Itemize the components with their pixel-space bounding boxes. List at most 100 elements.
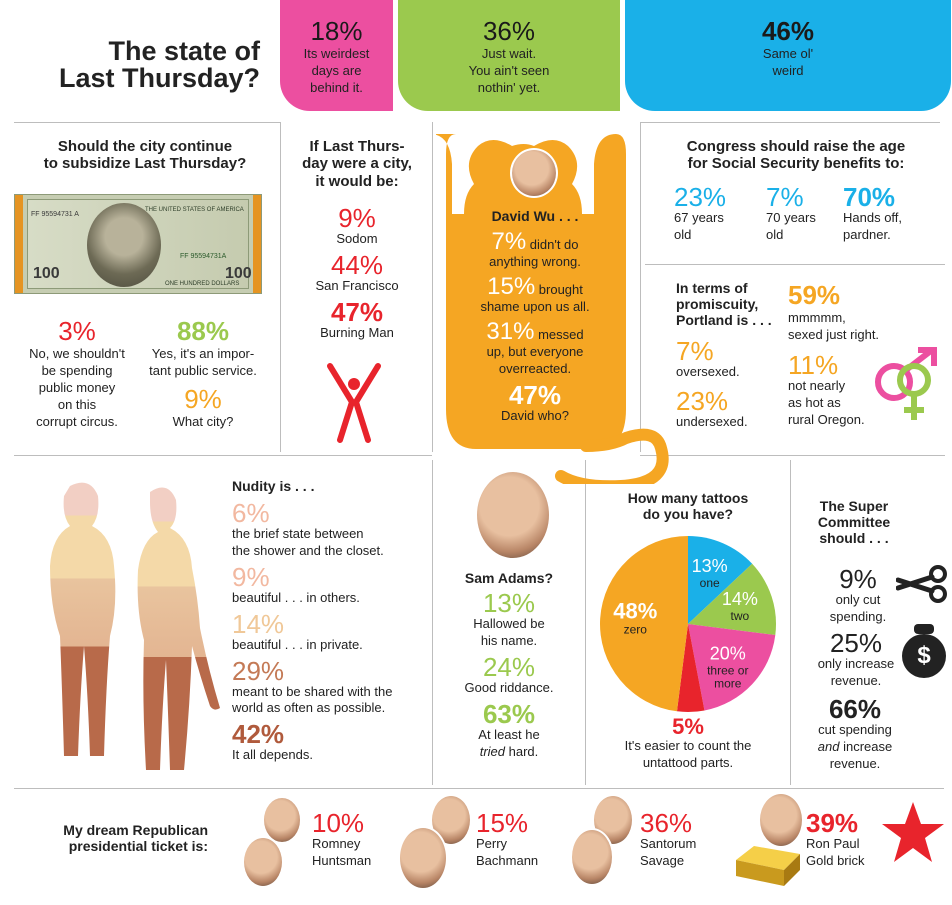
bill-denomination: 100 (225, 265, 252, 282)
bubble-pct: 18% (310, 16, 363, 46)
david-wu-photo (510, 148, 558, 198)
pie-pct-label-0: 13% (692, 556, 728, 576)
nudity-question: Nudity is . . . (232, 478, 315, 494)
pie-slice-0 (688, 536, 753, 624)
burning-man-icon (327, 363, 381, 443)
subsidize-question: Should the city continue to subsidize Las… (43, 138, 247, 173)
republican-answer-15: 15% Perry Bachmann (476, 808, 539, 868)
adams-pct-63: 63% (482, 698, 536, 729)
bubble-pct: 36% (482, 16, 536, 46)
pie-slice-2 (688, 624, 776, 711)
city-label-burning-man: Burning Man (320, 324, 394, 340)
subsidize-answer-88: 88% Yes, it's an impor-tant public servi… (140, 318, 266, 380)
header-bubble-blue: 46% Same ol' weird (625, 0, 951, 111)
bachmann-photo (398, 826, 448, 890)
header-bubble-green: 36% Just wait. You ain't seen nothin' yet. (398, 0, 620, 111)
city-pct-9: 9% (338, 203, 376, 233)
ron-paul-photo (758, 792, 804, 848)
promiscuity-answer-59: 59% mmmmm, sexed just right. (788, 280, 880, 342)
bill-country: THE UNITED STATES OF AMERICA (145, 207, 244, 213)
adams-text-24: Good riddance. (464, 679, 554, 695)
answer-text: No, we shouldn't be spending public money o… (29, 346, 125, 429)
bubble-text: Its weirdest days are behind it. (303, 46, 370, 95)
bill-serial: FF 95594731 A (31, 211, 79, 218)
title-line-1: The state of (108, 36, 260, 66)
city-answers: 9% Sodom 44% San Francisco 47% Burning M… (284, 205, 430, 342)
nude-silhouettes (50, 482, 220, 770)
supercommittee-answer-25: 25% only increase revenue. (817, 628, 895, 688)
portrait-oval (87, 203, 161, 287)
city-label-sodom: Sodom (336, 231, 378, 246)
congress-answer-23: 23% 67 years old (674, 182, 727, 242)
congress-question: Congress should raise the age for Social … (686, 138, 906, 173)
nudity-answer-9: 9% beautiful . . . in others. (232, 561, 360, 605)
nudity-answer-14: 14% beautiful . . . in private. (232, 608, 363, 652)
bill-denomination-left: 100 (33, 265, 60, 282)
sam-adams-photo (475, 470, 551, 560)
supercommittee-answer-9: 9% only cut spending. (829, 564, 887, 624)
city-question: If Last Thurs-day were a city, it would b… (302, 138, 412, 190)
promiscuity-answer-23: 23% undersexed. (676, 386, 748, 429)
answer-pct: 88% (176, 316, 230, 346)
adams-text-13: Hallowed be his name. (473, 616, 545, 648)
bill-serial-2: FF 95594731A (180, 253, 227, 260)
huntsman-photo (242, 836, 284, 888)
answer-pct: 9% (184, 384, 222, 414)
santorum-photo (592, 794, 634, 846)
money-bag-icon: $ (902, 624, 946, 678)
wu-answer-15: 15% brought shame upon us all. (480, 272, 590, 314)
tattoo-title: How many tattoos do you have? (627, 490, 749, 523)
bear-silhouette (436, 134, 669, 484)
title-line-2: Last Thursday? (58, 63, 260, 93)
gender-symbols-icon (875, 347, 937, 420)
nudity-answer-6: 6% the brief state between the shower and… (232, 498, 384, 558)
savage-photo (570, 828, 614, 886)
pie-name-label-2: more (714, 676, 742, 690)
wu-answer-7: 7% didn't do anything wrong. (489, 228, 581, 270)
adams-text-63: At least he tried hard. (478, 726, 540, 759)
gold-brick-icon (736, 846, 800, 886)
pie-name-label-2: three or (707, 663, 748, 677)
subsidize-answer-9: 9% What city? (140, 386, 266, 431)
adams-pct-13: 13% (482, 588, 536, 619)
wu-answer-31: 31% messed up, but everyone overreacted. (486, 317, 584, 376)
bubble-text: Just wait. You ain't seen nothin' yet. (468, 46, 550, 95)
bag-symbol: $ (917, 642, 931, 669)
city-label-sf: San Francisco (315, 277, 399, 293)
adams-section: Sam Adams? 13% Hallowed be his name. 24% … (436, 570, 582, 761)
pie-pct-label-1: 14% (722, 589, 758, 609)
outside-pct: 5% (672, 714, 704, 739)
promiscuity-answer-7: 7% oversexed. (676, 336, 740, 379)
pie-name-label-1: two (731, 609, 750, 623)
header-bubble-pink: 18% Its weirdest days are behind it. (280, 0, 393, 111)
republican-question: My dream Republican presidential ticket i… (63, 822, 208, 855)
star-icon (882, 802, 944, 862)
scissors-icon (896, 565, 947, 603)
wu-name: David Wu . . . (491, 208, 579, 224)
hundred-dollar-bill: FF 95594731 A THE UNITED STATES OF AMERI… (14, 194, 262, 294)
supercommittee-question: The Super Committee should . . . (817, 498, 891, 547)
wu-answer-47: 47% David who? (501, 379, 569, 423)
republican-answer-36: 36% Santorum Savage (640, 808, 697, 868)
answer-pct: 3% (58, 316, 96, 346)
republican-answer-10: 10% Romney Huntsman (312, 808, 372, 868)
city-pct-47: 47% (330, 296, 384, 327)
nudity-answers: 6% the brief state between the shower and… (232, 500, 432, 764)
nudity-answer-29: 29% meant to be shared with the world as … (232, 655, 393, 716)
bill-words: ONE HUNDRED DOLLARS (165, 281, 240, 287)
pie-slice-4 (599, 536, 688, 712)
tattoo-outside-label: 5% It's easier to count the untattood par… (590, 716, 786, 772)
pie-name-label-0: one (700, 576, 720, 590)
city-pct-44: 44% (330, 249, 384, 280)
adams-question: Sam Adams? (464, 570, 554, 586)
pie-pct-label-2: 20% (710, 643, 746, 663)
promiscuity-question: In terms of promiscuity, Portland is . . . (676, 280, 772, 329)
pie-pct-label-4: 48% (613, 599, 657, 624)
pie-name-label-4: zero (624, 623, 648, 637)
answer-text: What city? (172, 414, 234, 429)
adams-pct-24: 24% (482, 651, 536, 682)
republican-answer-39: 39% Ron Paul Gold brick (806, 808, 865, 868)
outside-text: It's easier to count the untattood parts. (624, 738, 752, 770)
congress-answer-70: 70% Hands off, pardner. (843, 182, 903, 242)
